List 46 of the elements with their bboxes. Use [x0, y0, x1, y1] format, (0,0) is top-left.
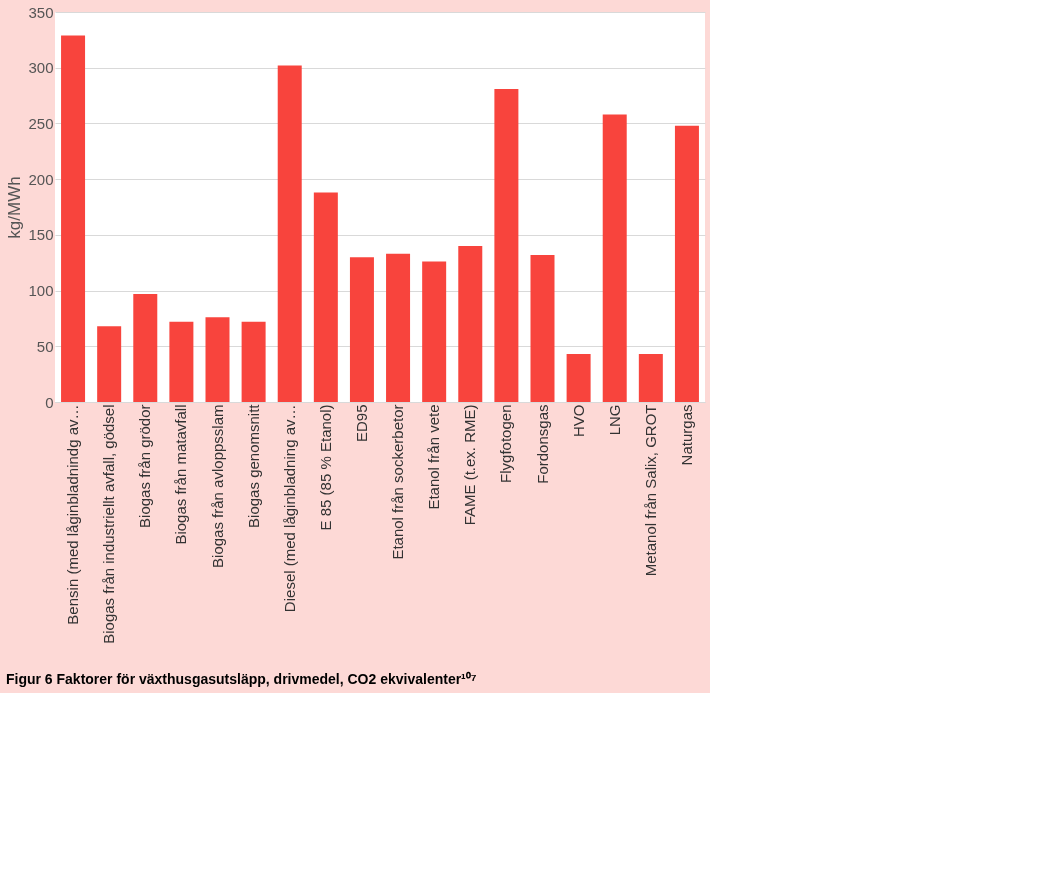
- x-tick-label: FAME (t.ex. RME): [461, 404, 479, 526]
- x-tick-label: LNG: [605, 404, 623, 436]
- y-tick-label: 350: [28, 3, 54, 21]
- x-tick-label: Biogas från grödor: [136, 404, 154, 528]
- bar: [494, 88, 519, 402]
- x-tick-label: Etanol från vete: [425, 404, 443, 510]
- bar: [277, 65, 302, 402]
- x-tick-label: Naturgas: [677, 404, 695, 466]
- x-tick-label: Diesel (med låginbladning av…: [280, 404, 298, 613]
- x-tick-label: ED95: [352, 404, 370, 443]
- text: Figur 6 Faktorer för växthusgasutsläpp, drivmedel, CO2 ekvivalenter¹⁰⁷: [5, 671, 477, 688]
- x-tick-label: E 85 (85 % Etanol): [316, 404, 334, 531]
- x-tick-label: Biogas från avloppsslam: [208, 404, 226, 568]
- x-tick-label: Etanol från sockerbetor: [389, 404, 407, 560]
- bar: [133, 293, 158, 402]
- x-tick-label: HVO: [569, 404, 587, 438]
- x-tick-label: Biogas från industriellt avfall, gödsel: [100, 404, 118, 644]
- bar: [349, 257, 374, 402]
- bar: [602, 114, 627, 402]
- bar: [566, 354, 591, 402]
- x-tick-label: Fordonsgas: [533, 404, 551, 484]
- y-axis-title: kg/MWh: [5, 176, 25, 239]
- y-tick-label: 250: [28, 114, 54, 132]
- bar: [674, 125, 699, 402]
- bar: [458, 246, 483, 402]
- x-tick-label: Bensin (med låginbladnindg av…: [64, 404, 82, 625]
- bar: [638, 354, 663, 402]
- bar: [530, 254, 555, 402]
- bar: [169, 321, 194, 402]
- x-tick-label: Biogas genomsnitt: [244, 403, 262, 528]
- bar: [61, 35, 86, 402]
- bar: [97, 326, 122, 402]
- y-tick-label: 200: [28, 170, 54, 188]
- bar: [422, 261, 447, 402]
- y-tick-label: 100: [28, 282, 54, 300]
- bar: [386, 253, 411, 402]
- bar: [241, 321, 266, 402]
- x-tick-label: Flygfotogen: [497, 404, 515, 483]
- y-tick-label: 50: [36, 337, 54, 355]
- y-tick-label: 300: [28, 59, 54, 77]
- y-tick-label: 150: [28, 226, 54, 244]
- y-tick-label: 0: [45, 393, 54, 411]
- x-tick-label: Metanol från Salix, GROT: [641, 404, 659, 577]
- bar: [313, 192, 338, 402]
- x-tick-label: Biogas från matavfall: [172, 404, 190, 545]
- bar: [205, 317, 230, 402]
